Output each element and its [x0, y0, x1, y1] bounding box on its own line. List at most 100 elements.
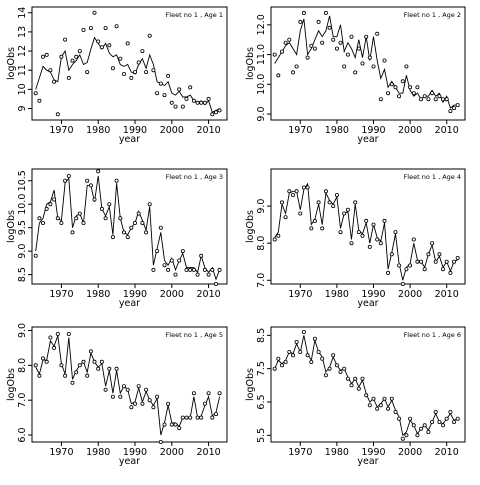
y-tick-label: 7.0 — [17, 393, 28, 408]
data-point — [338, 40, 343, 45]
plot-frame — [270, 6, 466, 121]
data-point — [85, 178, 90, 183]
data-point — [408, 85, 413, 90]
y-tick-label: 13 — [17, 26, 28, 38]
x-tick-label: 1970 — [49, 447, 73, 458]
x-tick-label: 1990 — [361, 447, 385, 458]
data-point — [426, 429, 431, 434]
data-point — [195, 415, 200, 420]
data-point — [309, 43, 314, 48]
y-tick-label: 12 — [17, 45, 28, 57]
x-tick-label: 1990 — [123, 289, 147, 300]
data-point — [144, 230, 149, 235]
data-point — [448, 409, 453, 414]
data-point — [59, 220, 64, 225]
y-tick-label: 6.5 — [256, 394, 267, 409]
data-point — [81, 220, 86, 225]
data-point — [338, 230, 343, 235]
data-point — [99, 206, 104, 211]
panel-title: Fleet no 1 , Age 5 — [166, 331, 223, 339]
data-point — [298, 349, 303, 354]
data-point — [312, 336, 317, 341]
data-point — [52, 197, 57, 202]
data-point — [92, 10, 97, 15]
data-point — [44, 52, 49, 57]
data-point — [48, 335, 53, 340]
data-point — [85, 70, 90, 75]
data-point — [184, 267, 189, 272]
data-point — [122, 230, 127, 235]
data-point — [132, 70, 137, 75]
data-point — [132, 220, 137, 225]
data-point — [184, 415, 189, 420]
data-point — [320, 226, 325, 231]
data-point — [415, 85, 420, 90]
data-point — [356, 386, 361, 391]
data-point — [81, 359, 86, 364]
data-point — [169, 258, 174, 263]
plot-frame — [31, 326, 228, 443]
panel-title: Fleet no 1 , Age 6 — [404, 331, 461, 339]
data-point — [367, 403, 372, 408]
x-tick-label: 2010 — [197, 447, 221, 458]
data-point — [451, 106, 456, 111]
data-point — [114, 178, 119, 183]
y-tick-label: 10.5 — [17, 170, 28, 191]
data-point — [342, 211, 347, 216]
data-point — [92, 197, 97, 202]
data-point — [199, 253, 204, 258]
data-point — [122, 384, 127, 389]
data-point — [345, 52, 350, 57]
data-point — [367, 244, 372, 249]
data-point — [202, 100, 207, 105]
data-point — [294, 339, 299, 344]
data-point — [448, 109, 453, 114]
y-tick-label: 7.5 — [256, 361, 267, 376]
data-point — [375, 237, 380, 242]
data-point — [110, 66, 115, 71]
data-point — [440, 267, 445, 272]
x-tick-label: 2010 — [197, 289, 221, 300]
data-point — [184, 96, 189, 101]
data-point — [195, 100, 200, 105]
data-point — [129, 75, 134, 80]
data-point — [389, 396, 394, 401]
data-point — [287, 37, 292, 42]
data-point — [353, 200, 358, 205]
data-point — [305, 353, 310, 358]
data-point — [55, 112, 60, 117]
x-tick-label: 1970 — [49, 289, 73, 300]
data-point — [283, 40, 288, 45]
data-point — [312, 46, 317, 51]
data-point — [426, 97, 431, 102]
data-point — [430, 91, 435, 96]
fit-line — [274, 182, 458, 281]
data-point — [99, 359, 104, 364]
data-point — [400, 436, 405, 441]
plot-frame — [270, 168, 466, 285]
x-axis-label: year — [119, 134, 140, 145]
data-point — [191, 391, 196, 396]
data-point — [199, 100, 204, 105]
data-point — [316, 349, 321, 354]
data-point — [349, 34, 354, 39]
data-point — [404, 433, 409, 438]
data-point — [451, 259, 456, 264]
fit-line — [35, 36, 220, 113]
data-point — [272, 366, 277, 371]
data-point — [433, 409, 438, 414]
data-point — [151, 405, 156, 410]
fit-line — [35, 335, 221, 436]
data-point — [213, 281, 218, 286]
data-point — [408, 416, 413, 421]
data-point — [276, 233, 281, 238]
y-tick-label: 14 — [17, 7, 28, 19]
data-point — [364, 218, 369, 223]
data-point — [44, 206, 49, 211]
data-point — [397, 94, 402, 99]
data-point — [386, 406, 391, 411]
data-point — [419, 426, 424, 431]
data-point — [371, 222, 376, 227]
data-point — [122, 72, 127, 77]
